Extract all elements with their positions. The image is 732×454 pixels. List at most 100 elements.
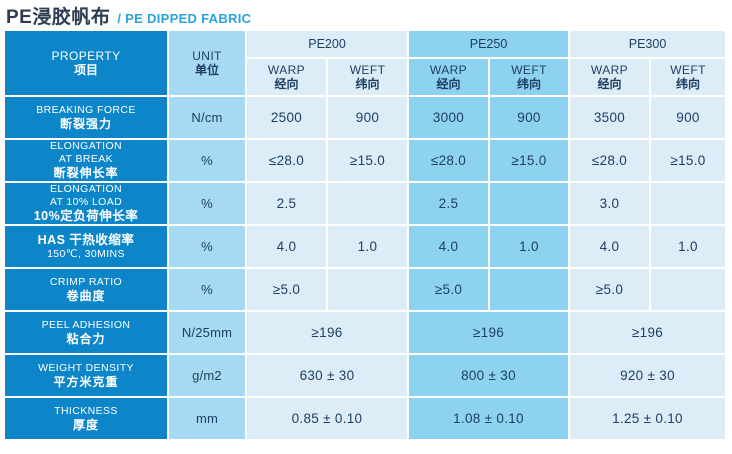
value-pe200-warp: ≤28.0 — [247, 140, 326, 181]
value-pe300-warp: 3500 — [570, 97, 649, 138]
property-line: CRIMP RATIO — [49, 275, 123, 288]
unit-cell: g/m2 — [169, 355, 245, 396]
property-line-cn: 10%定负荷伸长率 — [33, 209, 139, 223]
property-line: PEEL ADHESION — [41, 318, 131, 331]
value-pe200-weft — [328, 269, 407, 310]
unit-header: UNIT 单位 — [169, 31, 245, 95]
value-pe300-warp: ≥5.0 — [570, 269, 649, 310]
value-pe250-weft: ≥15.0 — [490, 140, 568, 181]
unit-cell: N/cm — [169, 97, 245, 138]
unit-cell: mm — [169, 398, 245, 439]
group-header-pe250: PE250 — [409, 31, 568, 57]
property-line-cn: 卷曲度 — [66, 288, 106, 303]
value-pe300-weft: ≥15.0 — [651, 140, 725, 181]
property-line-cn: 粘合力 — [66, 331, 106, 346]
group-header-pe200: PE200 — [247, 31, 407, 57]
property-line: THICKNESS — [54, 404, 118, 417]
value-pe250-warp: 2.5 — [409, 183, 488, 224]
sub-header-row: WARP 经向 WEFT 纬向 WARP 经向 WEFT 纬向 WARP 经向 … — [5, 59, 725, 95]
property-cell: PEEL ADHESION 粘合力 — [5, 312, 167, 353]
value-pe300: ≥196 — [570, 312, 725, 353]
table-row: CRIMP RATIO 卷曲度 % ≥5.0 ≥5.0 ≥5.0 — [5, 269, 725, 310]
value-pe200-weft: ≥15.0 — [328, 140, 407, 181]
unit-cell: % — [169, 269, 245, 310]
weft-label-cn: 纬向 — [355, 76, 380, 91]
property-line-cn: 厚度 — [72, 417, 99, 432]
warp-label: WARP — [590, 62, 629, 77]
value-pe200: 630 ± 30 — [247, 355, 407, 396]
property-cell: WEIGHT DENSITY 平方米克重 — [5, 355, 167, 396]
value-pe250-weft: 900 — [490, 97, 568, 138]
unit-header-en: UNIT — [192, 48, 222, 63]
table-row: ELONGATION AT 10% LOAD 10%定负荷伸长率 % 2.5 2… — [5, 183, 725, 224]
weft-label: WEFT — [670, 62, 706, 77]
weft-label: WEFT — [511, 62, 547, 77]
value-pe300-warp: 4.0 — [570, 226, 649, 267]
unit-cell: % — [169, 183, 245, 224]
spec-table: PROPERTY 项目 UNIT 单位 PE200 PE250 PE300 WA… — [3, 29, 727, 441]
pe200-warp-header: WARP 经向 — [247, 59, 326, 95]
value-pe200-weft — [328, 183, 407, 224]
table-row: WEIGHT DENSITY 平方米克重 g/m2 630 ± 30 800 ±… — [5, 355, 725, 396]
value-pe250-warp: ≤28.0 — [409, 140, 488, 181]
value-pe300-warp: ≤28.0 — [570, 140, 649, 181]
property-line: AT 10% LOAD — [49, 196, 123, 208]
weft-label-cn: 纬向 — [516, 76, 541, 91]
value-pe300: 920 ± 30 — [570, 355, 725, 396]
table-row: BREAKING FORCE 断裂强力 N/cm 2500 900 3000 9… — [5, 97, 725, 138]
property-line: BREAKING FORCE — [36, 103, 136, 116]
value-pe200: ≥196 — [247, 312, 407, 353]
property-header: PROPERTY 项目 — [5, 31, 167, 95]
value-pe250-weft — [490, 269, 568, 310]
property-line: ELONGATION — [49, 140, 123, 152]
title-chinese: PE浸胶帆布 — [6, 7, 111, 28]
value-pe250-weft — [490, 183, 568, 224]
unit-cell: % — [169, 226, 245, 267]
property-cell: HAS 干热收缩率 150℃, 30MINS — [5, 226, 167, 267]
value-pe250-warp: 3000 — [409, 97, 488, 138]
value-pe200: 0.85 ± 0.10 — [247, 398, 407, 439]
pe250-warp-header: WARP 经向 — [409, 59, 488, 95]
value-pe250: 800 ± 30 — [409, 355, 568, 396]
property-line: AT BREAK — [58, 153, 114, 165]
value-pe200-weft: 900 — [328, 97, 407, 138]
value-pe250: 1.08 ± 0.10 — [409, 398, 568, 439]
pe250-weft-header: WEFT 纬向 — [490, 59, 568, 95]
value-pe200-warp: 2500 — [247, 97, 326, 138]
value-pe250-warp: 4.0 — [409, 226, 488, 267]
value-pe300-weft: 1.0 — [651, 226, 725, 267]
warp-label: WARP — [267, 62, 306, 77]
value-pe300-weft — [651, 183, 725, 224]
value-pe200-warp: 4.0 — [247, 226, 326, 267]
weft-label-cn: 纬向 — [675, 76, 700, 91]
property-line: WEIGHT DENSITY — [38, 361, 134, 374]
table-row: THICKNESS 厚度 mm 0.85 ± 0.10 1.08 ± 0.10 … — [5, 398, 725, 439]
property-line: ELONGATION — [49, 183, 123, 195]
unit-cell: N/25mm — [169, 312, 245, 353]
value-pe300-weft — [651, 269, 725, 310]
value-pe300-warp: 3.0 — [570, 183, 649, 224]
property-cell: CRIMP RATIO 卷曲度 — [5, 269, 167, 310]
unit-header-cn: 单位 — [194, 62, 219, 77]
value-pe200-warp: 2.5 — [247, 183, 326, 224]
table-row: ELONGATION AT BREAK 断裂伸长率 % ≤28.0 ≥15.0 … — [5, 140, 725, 181]
table-row: HAS 干热收缩率 150℃, 30MINS % 4.0 1.0 4.0 1.0… — [5, 226, 725, 267]
value-pe250-weft: 1.0 — [490, 226, 568, 267]
property-line-cn: 平方米克重 — [53, 374, 119, 389]
warp-label: WARP — [429, 62, 468, 77]
value-pe300-weft: 900 — [651, 97, 725, 138]
property-cell: ELONGATION AT BREAK 断裂伸长率 — [5, 140, 167, 181]
weft-label: WEFT — [349, 62, 386, 77]
page-title: PE浸胶帆布 / PE DIPPED FABRIC — [6, 2, 251, 29]
property-cell: THICKNESS 厚度 — [5, 398, 167, 439]
property-line-cn: HAS 干热收缩率 — [37, 232, 135, 247]
group-header-row: PROPERTY 项目 UNIT 单位 PE200 PE250 PE300 — [5, 31, 725, 95]
warp-label-cn: 经向 — [597, 76, 622, 91]
value-pe250-warp: ≥5.0 — [409, 269, 488, 310]
title-english: / PE DIPPED FABRIC — [117, 11, 252, 26]
value-pe250: ≥196 — [409, 312, 568, 353]
property-cell: ELONGATION AT 10% LOAD 10%定负荷伸长率 — [5, 183, 167, 224]
warp-label-cn: 经向 — [274, 76, 299, 91]
pe200-weft-header: WEFT 纬向 — [328, 59, 407, 95]
